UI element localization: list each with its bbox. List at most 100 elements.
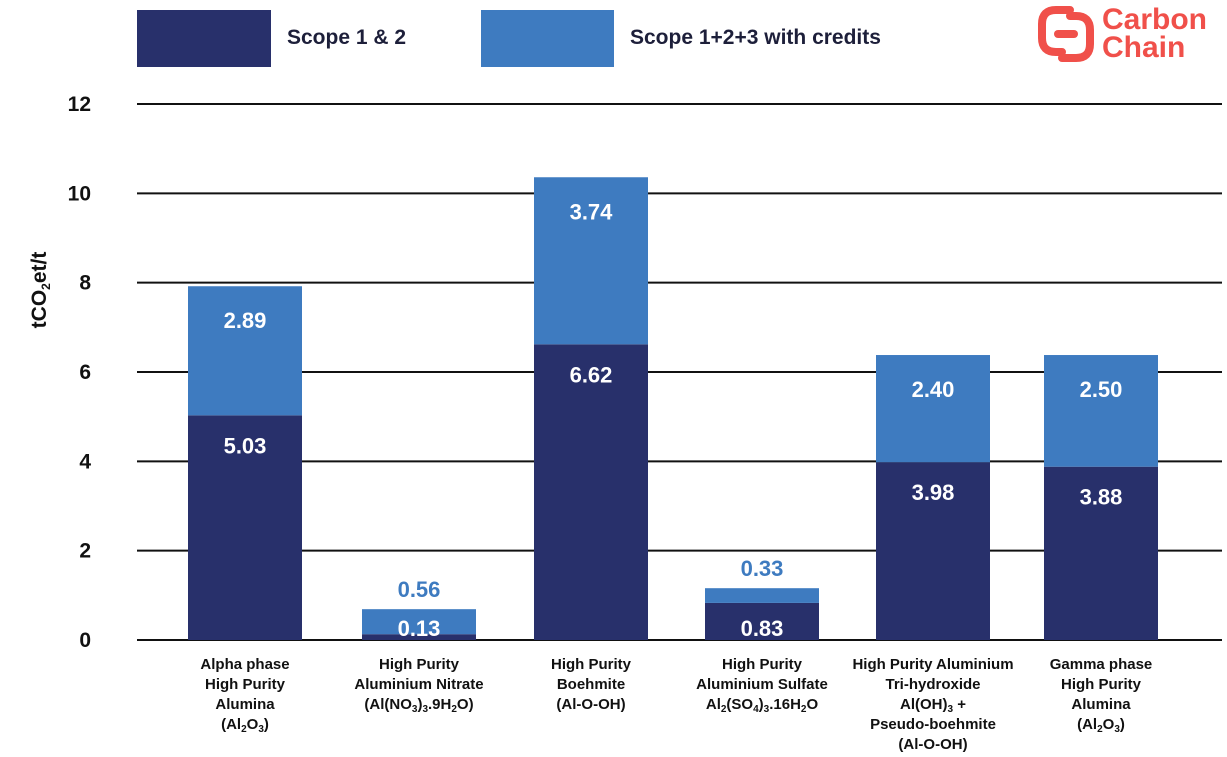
data-label-scope-1-2-3-3: 0.33: [741, 556, 784, 581]
y-tick-label-8: 8: [79, 272, 91, 295]
x-category-label-text: (Al: [221, 716, 242, 733]
data-label-scope-1-2-3-0: 2.89: [224, 308, 267, 333]
y-tick-label-2: 2: [79, 540, 91, 563]
x-category-label-line: (Al-O-OH): [833, 735, 1033, 755]
x-category-label-line: High Purity: [319, 655, 519, 675]
x-category-label: High Purity Aluminium Sulfate Al2(SO4)3.16…: [662, 655, 862, 715]
x-category-label-text: Alumina: [215, 696, 275, 713]
bar-scope-1-2-5: [1044, 466, 1158, 640]
data-label-scope-1-2-1: 0.13: [398, 616, 441, 641]
x-category-label-line: Tri-hydroxide: [833, 675, 1033, 695]
y-tick-label-6: 6: [79, 361, 91, 384]
data-label-scope-1-2-3-4: 2.40: [912, 377, 955, 402]
bar-scope-1-2-3-1: [362, 609, 476, 635]
x-category-label-text: High Purity: [204, 676, 285, 693]
x-category-label: Alpha phase High Purity Alumina (Al2O3): [145, 655, 345, 735]
x-category-label-subscript: 2: [720, 704, 727, 715]
x-category-label-text: Alumina: [1071, 696, 1131, 713]
x-category-label-text: (Al(NO: [364, 696, 412, 713]
bar-scope-1-2-3-5: [1044, 355, 1158, 467]
x-category-label-line: High Purity: [662, 655, 862, 675]
x-category-label-text: O): [456, 696, 474, 713]
x-category-label-text: O: [246, 716, 259, 733]
x-category-label-text: Aluminium Nitrate: [354, 676, 484, 693]
x-category-label-text: Pseudo-boehmite: [870, 716, 996, 733]
logo-text-chain: Chain: [1102, 31, 1186, 64]
bar-scope-1-2-3-0: [188, 286, 302, 416]
x-category-label-subscript: 3: [763, 704, 770, 715]
x-category-label-line: Alumina: [145, 695, 345, 715]
carbon-chain-logo: Carbon Chain: [1036, 4, 1226, 66]
x-category-label-text: Boehmite: [556, 676, 626, 693]
data-label-scope-1-2-0: 5.03: [224, 433, 267, 458]
data-label-scope-1-2-3-1: 0.56: [398, 577, 441, 602]
x-category-label-line: High Purity: [145, 675, 345, 695]
x-category-label-text: ): [758, 696, 764, 713]
data-label-scope-1-2-3: 0.83: [741, 616, 784, 641]
x-category-label: High Purity Boehmite (Al-O-OH): [491, 655, 691, 715]
x-category-label-subscript: 3: [1114, 724, 1120, 735]
data-label-scope-1-2-5: 3.88: [1080, 485, 1123, 510]
data-label-scope-1-2-3-2: 3.74: [570, 199, 614, 224]
x-category-label-line: (Al-O-OH): [491, 695, 691, 715]
x-category-label-line: Al(OH)3 +: [833, 695, 1033, 715]
x-category-label-text: ): [417, 696, 423, 713]
bar-scope-1-2-3: [705, 602, 819, 640]
bar-scope-1-2-1: [362, 634, 476, 640]
x-category-label-text: (Al-O-OH): [898, 736, 968, 753]
x-category-label-line: High Purity Aluminium: [833, 655, 1033, 675]
x-category-label-text: (Al-O-OH): [556, 696, 626, 713]
x-category-label-subscript: 2: [241, 724, 247, 735]
x-category-label-line: Boehmite: [491, 675, 691, 695]
x-category-label-text: (SO: [726, 696, 754, 713]
bar-scope-1-2-0: [188, 415, 302, 640]
x-category-label-subscript: 2: [1097, 724, 1103, 735]
x-category-label-line: (Al(NO3)3.9H2O): [319, 695, 519, 715]
x-category-label-line: Pseudo-boehmite: [833, 715, 1033, 735]
x-category-label-line: High Purity: [1001, 675, 1201, 695]
x-category-label-text: Tri-hydroxide: [885, 676, 981, 693]
x-category-label-text: .9H: [428, 696, 452, 713]
data-label-scope-1-2-2: 6.62: [570, 362, 613, 387]
legend-swatch-scope-1-2-3: [481, 10, 614, 67]
x-category-label-subscript: 4: [753, 704, 759, 715]
x-category-label-text: Al: [705, 696, 721, 713]
x-category-label-line: Alpha phase: [145, 655, 345, 675]
x-category-label-line: Aluminium Nitrate: [319, 675, 519, 695]
x-category-label-text: +: [953, 696, 966, 713]
x-category-label-line: (Al2O3): [145, 715, 345, 735]
x-category-label-text: (Al: [1077, 716, 1098, 733]
y-tick-label-0: 0: [79, 629, 91, 652]
logo-text-carbon: Carbon: [1102, 3, 1207, 36]
x-category-label-text: High Purity: [1060, 676, 1141, 693]
x-category-label-text: Aluminium Sulfate: [696, 676, 828, 693]
x-category-label-subscript: 2: [451, 704, 457, 715]
x-category-label-subscript: 3: [422, 704, 429, 715]
legend-swatch-scope-1-2: [137, 10, 271, 67]
y-tick-label-10: 10: [68, 182, 91, 205]
x-category-label-subscript: 3: [947, 704, 954, 715]
x-category-label: High Purity Aluminium Tri-hydroxide Al(OH)…: [833, 655, 1033, 755]
x-category-label-line: Alumina: [1001, 695, 1201, 715]
y-tick-label-4: 4: [79, 450, 91, 473]
x-category-label-line: Aluminium Sulfate: [662, 675, 862, 695]
y-tick-label-12: 12: [68, 93, 91, 116]
data-label-scope-1-2-3-5: 2.50: [1080, 377, 1123, 402]
bar-scope-1-2-3-3: [705, 588, 819, 603]
x-category-label-text: O: [1102, 716, 1115, 733]
x-category-label-text: .16H: [769, 696, 801, 713]
bar-scope-1-2-3-2: [534, 177, 648, 345]
bar-scope-1-2-4: [876, 462, 990, 640]
x-category-label: Gamma phase High Purity Alumina (Al2O3): [1001, 655, 1201, 735]
x-category-label-text: High Purity: [721, 656, 802, 673]
x-category-label-text: Gamma phase: [1049, 656, 1153, 673]
carbon-chain-logo-icon: [1038, 6, 1094, 62]
x-category-label-text: Alpha phase: [200, 656, 290, 673]
bar-scope-1-2-3-4: [876, 355, 990, 463]
x-category-label-text: High Purity Aluminium: [852, 656, 1014, 673]
x-category-label-text: High Purity: [550, 656, 631, 673]
x-category-label-text: ): [1119, 716, 1125, 733]
x-category-label-subscript: 3: [411, 704, 418, 715]
x-category-label-text: High Purity: [378, 656, 459, 673]
